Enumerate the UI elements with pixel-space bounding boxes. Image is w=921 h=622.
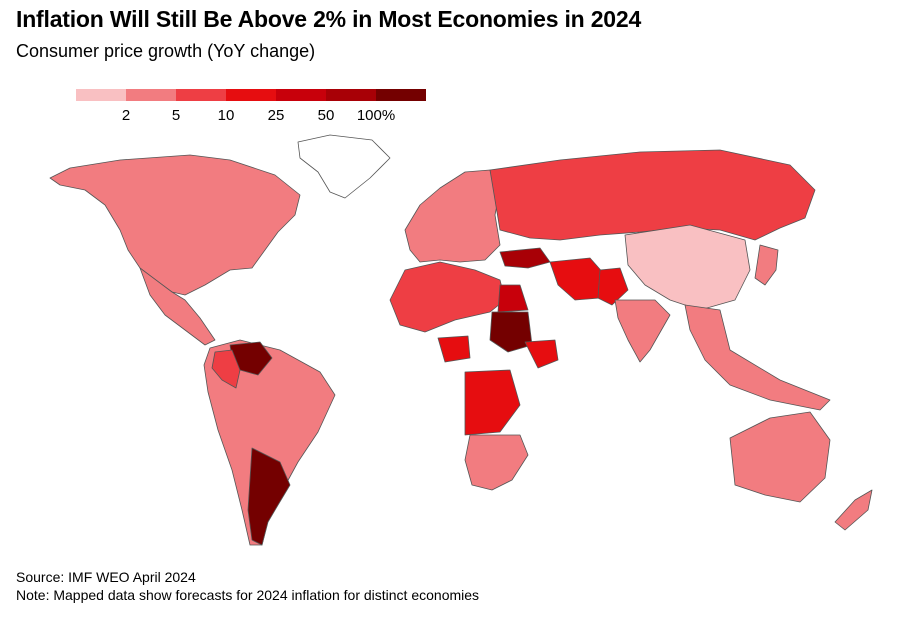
region-india <box>614 299 671 363</box>
region-north-america <box>49 154 301 296</box>
legend-swatch <box>126 89 176 101</box>
color-legend: 2 5 10 25 50 100% <box>76 89 426 129</box>
legend-swatch <box>176 89 226 101</box>
footnote: Note: Mapped data show forecasts for 202… <box>16 587 480 603</box>
region-southeast-asia <box>684 304 831 411</box>
legend-label: 50 <box>317 107 335 124</box>
legend-swatch <box>326 89 376 101</box>
region-nigeria <box>437 335 471 363</box>
legend-label: 25 <box>267 107 285 124</box>
region-china <box>624 224 751 311</box>
legend-label: 2 <box>121 107 131 124</box>
chart-title: Inflation Will Still Be Above 2% in Most… <box>16 6 642 32</box>
region-southern-africa <box>464 434 529 491</box>
region-europe <box>404 169 501 263</box>
region-greenland <box>297 134 391 199</box>
region-north-africa <box>389 261 506 333</box>
region-new-zealand <box>834 489 873 531</box>
region-ethiopia <box>524 339 559 369</box>
chart-subtitle: Consumer price growth (YoY change) <box>16 41 316 61</box>
region-mexico-central-america <box>139 267 216 346</box>
legend-swatch <box>276 89 326 101</box>
region-argentina <box>247 447 291 546</box>
legend-color-bar <box>76 89 426 101</box>
region-iran <box>549 257 606 301</box>
region-japan <box>754 244 779 286</box>
region-russia <box>489 149 816 241</box>
region-colombia <box>211 349 241 389</box>
world-map <box>49 134 873 546</box>
legend-label: 100% <box>356 107 396 124</box>
legend-swatch <box>226 89 276 101</box>
legend-swatch <box>76 89 126 101</box>
legend-swatch <box>376 89 426 101</box>
region-sudan <box>489 311 533 353</box>
region-australia <box>729 411 831 503</box>
region-turkey <box>499 247 551 269</box>
region-egypt <box>497 284 529 313</box>
region-dr-congo <box>464 369 521 436</box>
source-note: Source: IMF WEO April 2024 <box>16 569 196 585</box>
legend-label: 5 <box>171 107 181 124</box>
legend-labels: 2 5 10 25 50 100% <box>76 107 426 127</box>
legend-label: 10 <box>217 107 235 124</box>
region-pakistan <box>597 267 629 306</box>
